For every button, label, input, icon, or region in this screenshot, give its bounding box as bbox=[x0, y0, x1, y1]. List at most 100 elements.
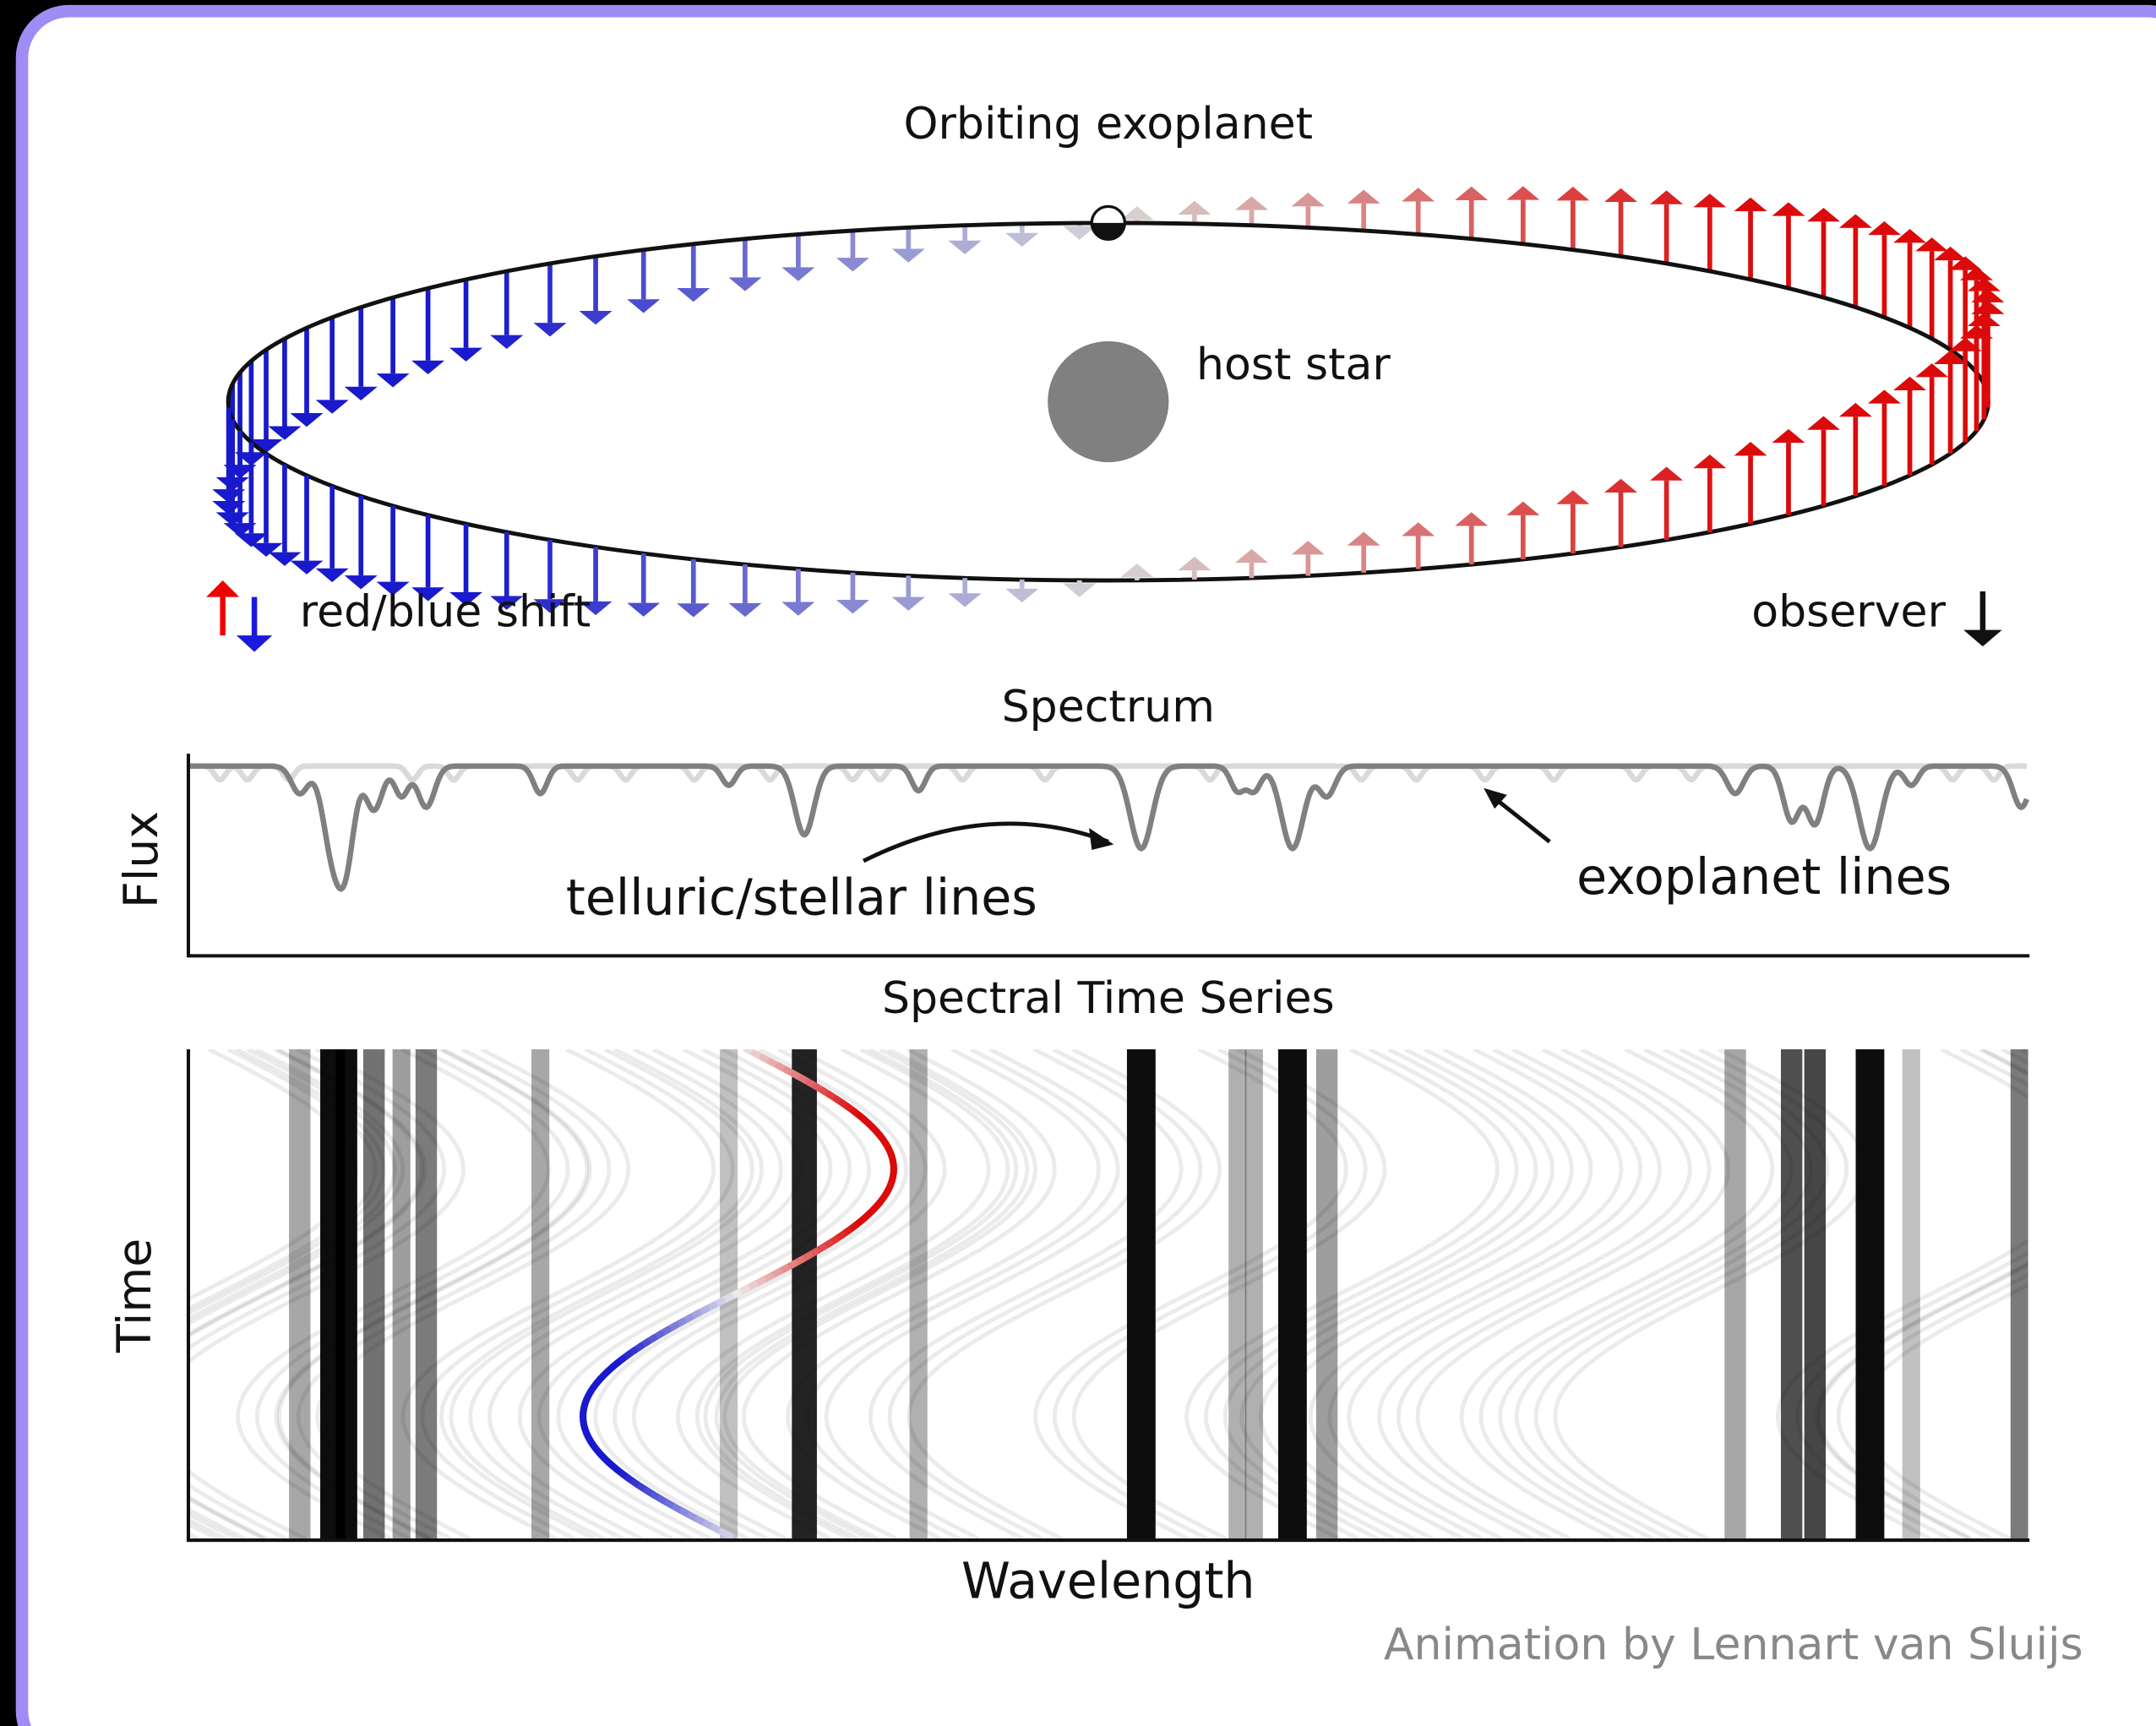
exoplanet-trace bbox=[468, 1049, 783, 1539]
exoplanet-trace bbox=[189, 1049, 378, 1539]
arrow-head bbox=[579, 310, 612, 325]
arrow-head bbox=[1556, 187, 1590, 201]
velocity-arrow bbox=[1734, 197, 1767, 280]
velocity-arrow bbox=[1234, 548, 1269, 579]
velocity-arrow bbox=[1291, 192, 1325, 228]
exoplanet-trace bbox=[631, 1049, 947, 1539]
velocity-arrow bbox=[1291, 541, 1325, 576]
arrow-head bbox=[728, 277, 762, 291]
exoplanet-trace bbox=[1071, 1049, 1387, 1539]
arrow-head bbox=[1178, 556, 1211, 571]
velocity-arrow bbox=[728, 238, 762, 291]
exoplanet-trace bbox=[742, 1049, 1057, 1539]
exoplanet-trace bbox=[487, 1049, 803, 1539]
velocity-arrow bbox=[677, 243, 710, 302]
arrow-head bbox=[290, 412, 324, 427]
exoplanet-trace bbox=[1814, 1049, 2028, 1539]
arrow-head bbox=[1650, 466, 1684, 481]
arrow-head bbox=[268, 552, 302, 566]
exoplanet-trace bbox=[1203, 1049, 1519, 1539]
exoplanet-trace bbox=[804, 1049, 1120, 1539]
velocity-arrow bbox=[1604, 478, 1638, 547]
velocity-arrow bbox=[1178, 556, 1211, 580]
velocity-arrow bbox=[579, 547, 612, 616]
arrow-head bbox=[249, 542, 283, 558]
velocity-arrow bbox=[1063, 580, 1097, 597]
orbit-diagram bbox=[212, 186, 2005, 618]
arrow-head bbox=[268, 426, 302, 440]
velocity-arrow bbox=[1806, 207, 1841, 298]
arrow-head bbox=[1915, 363, 1949, 378]
arrow-head bbox=[449, 347, 483, 362]
shift-legend-label: red/blue shift bbox=[300, 587, 591, 638]
velocity-arrow bbox=[1455, 186, 1489, 239]
arrow-head bbox=[579, 601, 612, 616]
arrow-head bbox=[490, 335, 524, 349]
stellar-band bbox=[2010, 1049, 2028, 1539]
velocity-arrow bbox=[836, 230, 869, 272]
arrow-head bbox=[677, 288, 710, 302]
arrow-head bbox=[315, 400, 349, 414]
arrow-head bbox=[411, 587, 445, 602]
velocity-arrow bbox=[1772, 202, 1805, 289]
velocity-arrow bbox=[891, 575, 925, 611]
velocity-arrow bbox=[1915, 363, 1949, 465]
exoplanet-trace bbox=[1533, 1049, 1849, 1539]
exoplanet-trace bbox=[887, 1049, 1203, 1539]
velocity-arrow bbox=[1347, 189, 1380, 231]
velocity-arrow bbox=[1693, 193, 1727, 272]
arrow-head bbox=[234, 533, 268, 547]
velocity-arrow bbox=[1604, 188, 1638, 257]
exoplanet-trace bbox=[189, 1049, 425, 1539]
stellar-annotation-arrow bbox=[863, 821, 1109, 863]
exoplanet-trace bbox=[536, 1049, 852, 1539]
exoplanet-trace bbox=[1347, 1049, 1662, 1539]
arrow-head bbox=[1291, 541, 1325, 555]
arrow-head bbox=[627, 602, 661, 617]
velocity-arrow bbox=[449, 279, 483, 362]
velocity-arrow bbox=[1506, 186, 1540, 244]
stellar-band bbox=[792, 1049, 817, 1539]
arrow-head bbox=[1120, 564, 1154, 578]
velocity-arrow bbox=[1867, 389, 1901, 487]
velocity-arrow bbox=[268, 464, 302, 566]
velocity-arrow bbox=[1402, 522, 1435, 569]
exoplanet-trace bbox=[1184, 1049, 1500, 1539]
arrow-head bbox=[1120, 206, 1154, 221]
velocity-arrow bbox=[1556, 187, 1590, 250]
velocity-arrow bbox=[268, 338, 302, 440]
exoplanet-trace bbox=[449, 1049, 765, 1539]
velocity-arrow bbox=[376, 297, 410, 388]
arrow-head bbox=[1063, 226, 1097, 240]
arrow-head bbox=[533, 599, 567, 613]
exoplanet-trace bbox=[1052, 1049, 1368, 1539]
velocity-arrow bbox=[1650, 466, 1684, 541]
velocity-arrow bbox=[533, 263, 567, 337]
arrow-head bbox=[948, 240, 982, 255]
exoplanet-trace bbox=[675, 1049, 991, 1539]
velocity-arrow bbox=[411, 515, 445, 602]
highlight-trace bbox=[718, 1528, 734, 1539]
arrow-head bbox=[1178, 200, 1211, 215]
exoplanet-trace bbox=[1415, 1049, 1731, 1539]
exoplanet-trace bbox=[1033, 1049, 1348, 1539]
arrow-head bbox=[1005, 232, 1039, 248]
arrow-head bbox=[1948, 256, 1982, 270]
arrow-head bbox=[212, 500, 246, 515]
arrow-head bbox=[1347, 189, 1380, 204]
arrow-head bbox=[1650, 190, 1684, 204]
exoplanet-trace bbox=[722, 1049, 1037, 1539]
arrow-head bbox=[677, 603, 710, 618]
stellar-band bbox=[1244, 1049, 1263, 1539]
velocity-arrow bbox=[1893, 229, 1927, 329]
arrow-head bbox=[1455, 512, 1489, 526]
star-label: host star bbox=[1196, 340, 1391, 390]
velocity-arrow bbox=[533, 540, 567, 613]
velocity-arrow bbox=[836, 572, 869, 614]
velocity-arrow bbox=[1867, 221, 1901, 318]
arrow-head bbox=[1347, 531, 1380, 546]
velocity-arrow bbox=[1650, 190, 1684, 264]
arrow-head bbox=[223, 523, 257, 537]
velocity-arrow bbox=[223, 430, 257, 537]
exoplanet-annotation-arrow bbox=[1489, 793, 1551, 844]
